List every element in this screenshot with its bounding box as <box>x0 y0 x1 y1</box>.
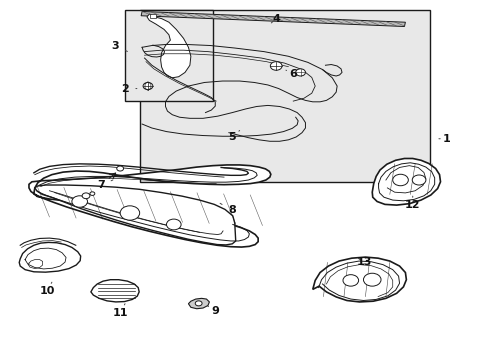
Polygon shape <box>91 280 139 302</box>
Bar <box>125 10 212 101</box>
Text: 4: 4 <box>271 14 280 24</box>
Text: 11: 11 <box>112 304 128 318</box>
Circle shape <box>195 301 202 306</box>
Polygon shape <box>312 257 406 302</box>
Circle shape <box>295 69 305 76</box>
Polygon shape <box>19 242 81 272</box>
Circle shape <box>117 166 123 171</box>
Text: 7: 7 <box>97 180 113 190</box>
Polygon shape <box>141 12 405 27</box>
Circle shape <box>72 196 87 207</box>
Circle shape <box>90 192 95 195</box>
Text: 13: 13 <box>356 257 371 267</box>
Polygon shape <box>29 165 270 247</box>
Text: 6: 6 <box>285 69 297 79</box>
Circle shape <box>392 174 407 186</box>
Text: 1: 1 <box>438 134 450 144</box>
Circle shape <box>342 275 358 286</box>
Polygon shape <box>188 298 209 309</box>
Bar <box>150 14 156 18</box>
Text: 8: 8 <box>220 203 236 216</box>
Text: 2: 2 <box>121 84 137 94</box>
Text: 5: 5 <box>228 131 239 142</box>
Circle shape <box>166 219 181 230</box>
Circle shape <box>411 175 425 185</box>
Polygon shape <box>35 185 235 245</box>
Circle shape <box>363 273 380 286</box>
Circle shape <box>270 62 282 70</box>
Text: 9: 9 <box>207 306 219 316</box>
Text: 10: 10 <box>39 282 55 296</box>
Bar <box>140 10 429 182</box>
Polygon shape <box>147 14 190 78</box>
Polygon shape <box>371 158 440 205</box>
Text: 3: 3 <box>111 41 127 51</box>
Circle shape <box>143 82 153 90</box>
Text: 12: 12 <box>404 196 420 210</box>
Circle shape <box>82 193 90 199</box>
Circle shape <box>120 206 140 220</box>
